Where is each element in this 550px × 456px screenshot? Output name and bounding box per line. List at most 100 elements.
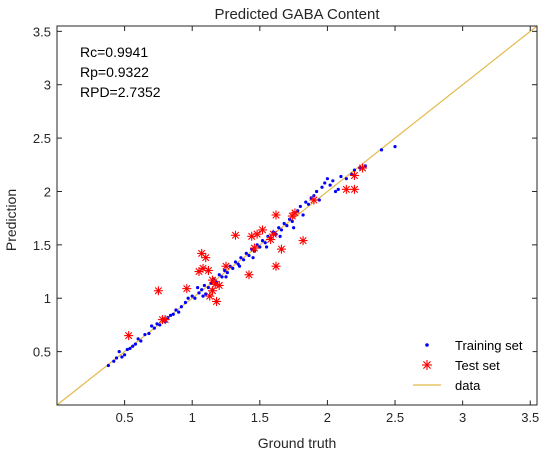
star-stroke [222,262,230,270]
training-point [278,234,282,238]
x-tick-label: 2.5 [386,410,404,425]
star-stroke [161,315,169,324]
legend-marker-test [422,360,432,370]
test-point [249,243,259,253]
star-stroke [231,231,240,239]
stat-annotation: Rp=0.9322 [80,64,149,80]
training-point [217,273,221,277]
training-point [264,245,269,249]
y-tick-label: 2.5 [33,131,51,146]
test-point [258,225,268,235]
training-point [260,238,265,243]
training-point [306,202,311,206]
test-point [268,229,278,239]
training-point [197,291,201,295]
training-point [224,275,228,279]
training-point [393,145,397,149]
training-point [139,339,143,343]
y-tick-label: 3 [44,78,51,93]
star-stroke [215,281,223,290]
training-point [223,268,227,273]
star-stroke [212,297,221,306]
star-stroke [272,211,280,219]
test-point [182,284,192,294]
star-stroke [245,271,253,279]
test-point [309,195,319,205]
training-point [123,353,127,357]
training-point [285,224,289,228]
training-point [152,326,156,330]
training-point [196,285,200,290]
test-point [349,184,359,194]
x-axis-label: Ground truth [258,435,337,451]
training-point [158,323,162,327]
training-point [325,177,330,181]
training-point [336,187,340,191]
y-tick-label: 3.5 [33,24,51,39]
star-stroke [272,262,280,270]
star-stroke [423,361,431,369]
star-stroke [277,245,286,253]
test-point [271,210,281,220]
training-point [190,294,194,298]
training-point [206,285,211,290]
star-stroke [154,287,163,295]
training-point [352,168,357,172]
star-stroke [199,264,207,272]
star-stroke [350,185,359,193]
training-point [277,226,281,230]
test-point [153,286,163,296]
training-point [241,258,246,262]
stat-annotation: Rc=0.9941 [80,44,148,60]
star-stroke [291,209,299,217]
test-point [358,163,368,173]
star-stroke [183,285,191,293]
test-point [244,270,254,280]
training-point [233,260,238,264]
training-point [201,294,205,298]
axes-box [56,25,538,406]
x-tick-label: 0.5 [116,410,134,425]
test-point [298,236,308,246]
training-point [225,271,229,275]
training-point [220,275,224,279]
star-stroke [198,249,206,258]
training-point [193,296,197,300]
training-point [258,245,262,249]
test-point [201,253,211,263]
y-tick-label: 2 [44,184,51,199]
training-point [317,198,321,202]
training-point [147,331,151,336]
training-point [114,356,119,360]
star-stroke [310,196,318,204]
training-point [263,241,267,245]
star-stroke [358,164,367,172]
test-point [124,331,134,341]
legend-label: Training set [455,338,523,353]
x-tick-label: 1 [189,410,196,425]
training-point [186,296,190,300]
training-point [344,177,348,181]
star-stroke [269,230,277,238]
test-point [160,315,170,325]
training-point [155,322,159,326]
test-point [230,230,240,240]
stat-annotation: RPD=2.7352 [80,84,161,100]
training-point [304,200,308,204]
training-point [177,310,181,314]
test-point [212,296,222,306]
star-stroke [211,280,219,288]
training-point [231,266,235,270]
training-point [117,350,121,354]
training-point [279,228,284,232]
star-stroke [258,226,267,234]
star-stroke [342,185,350,193]
star-stroke [208,276,217,284]
training-point [237,264,242,268]
training-point [174,308,178,312]
training-point [315,189,319,194]
star-stroke [299,236,307,245]
legend-label: Test set [455,358,500,373]
training-point [150,324,154,328]
